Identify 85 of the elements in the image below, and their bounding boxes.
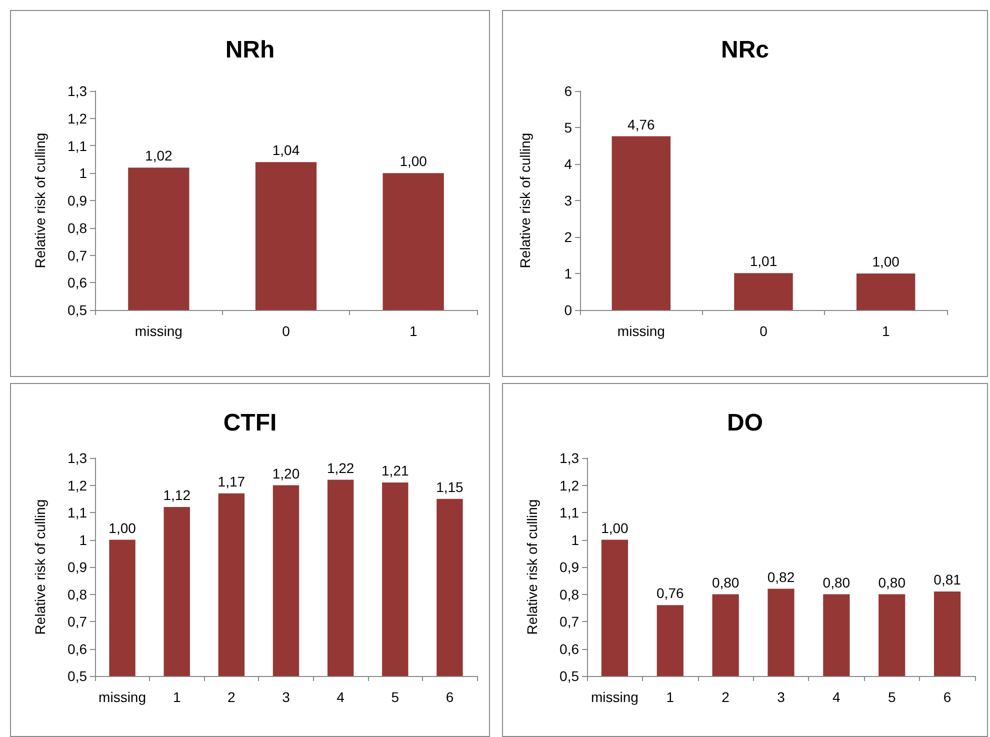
data-label: 1,00 — [400, 153, 428, 170]
y-tick-label: 1,3 — [68, 450, 88, 466]
y-tick-label: 1 — [79, 532, 88, 548]
chart-title: NRh — [225, 36, 275, 64]
y-tick-label: 0,8 — [68, 220, 88, 236]
y-tick-label: 0,8 — [68, 586, 88, 602]
y-tick-label: 1,2 — [68, 110, 88, 126]
y-tick-label: 2 — [564, 229, 572, 245]
x-tick-label: 1 — [666, 689, 674, 705]
y-tick-label: 0,7 — [560, 614, 580, 630]
data-label: 1,22 — [326, 460, 354, 476]
data-label: 1,15 — [436, 478, 464, 495]
y-axis-title: Relative risk of culling — [517, 132, 533, 268]
x-tick-label: 1 — [882, 323, 890, 339]
x-tick-label: missing — [590, 689, 638, 705]
data-label: 1,12 — [163, 487, 191, 504]
bar — [734, 273, 793, 310]
data-label: 1,20 — [272, 465, 300, 482]
y-tick-label: 1,3 — [560, 450, 580, 466]
x-tick-label: 6 — [446, 689, 454, 705]
data-label: 1,00 — [872, 254, 900, 270]
y-tick-label: 0,7 — [68, 247, 88, 264]
y-tick-label: 0,5 — [68, 302, 88, 318]
y-tick-label: 4 — [564, 156, 572, 172]
x-tick-label: 2 — [722, 689, 730, 705]
y-axis-title: Relative risk of culling — [32, 499, 48, 635]
data-label: 1,02 — [145, 148, 173, 164]
x-tick-label: 5 — [391, 689, 400, 705]
y-tick-label: 1 — [564, 266, 572, 282]
data-label: 1,00 — [601, 520, 629, 536]
bar — [612, 136, 671, 310]
x-tick-label: missing — [134, 323, 182, 339]
x-tick-label: 0 — [760, 323, 768, 339]
data-label: 0,80 — [878, 574, 906, 590]
data-label: 0,76 — [656, 585, 684, 602]
x-tick-label: 5 — [888, 689, 896, 705]
y-tick-label: 5 — [564, 120, 572, 136]
y-axis-title: Relative risk of culling — [524, 499, 540, 635]
y-tick-label: 0,9 — [560, 559, 580, 575]
chart-title: NRc — [720, 36, 770, 64]
y-tick-label: 0,7 — [68, 614, 88, 630]
chart-title: CTFI — [223, 410, 277, 436]
data-label: 1,01 — [750, 253, 778, 270]
y-tick-label: 1,1 — [560, 504, 580, 520]
data-label: 0,81 — [934, 572, 962, 588]
x-tick-label: missing — [98, 689, 146, 705]
y-axis-title: Relative risk of culling — [32, 132, 48, 268]
x-tick-label: 3 — [282, 689, 290, 705]
y-tick-label: 0,6 — [68, 274, 88, 291]
data-label: 1,17 — [218, 473, 246, 490]
y-tick-label: 1,3 — [68, 83, 88, 99]
y-tick-label: 6 — [564, 83, 572, 99]
data-label: 0,82 — [767, 568, 795, 585]
y-tick-label: 1 — [79, 165, 88, 182]
bar — [856, 274, 916, 310]
y-tick-label: 0,6 — [68, 640, 88, 657]
y-tick-label: 3 — [564, 192, 572, 208]
data-label: 1,04 — [272, 142, 300, 158]
y-tick-label: 1,2 — [68, 477, 88, 494]
x-tick-label: 1 — [409, 323, 418, 339]
x-tick-label: 4 — [336, 689, 345, 705]
y-tick-label: 1,2 — [560, 477, 580, 494]
data-label: 0,80 — [822, 574, 850, 590]
y-tick-label: 0,5 — [68, 668, 88, 684]
x-tick-label: 3 — [777, 689, 786, 705]
chart-title: DO — [727, 410, 763, 436]
data-label: 4,76 — [628, 116, 656, 132]
x-tick-label: 2 — [228, 689, 236, 705]
y-tick-label: 0,9 — [68, 192, 88, 208]
y-tick-label: 0,9 — [68, 559, 88, 575]
x-tick-label: 6 — [943, 689, 952, 705]
x-tick-label: missing — [617, 323, 665, 339]
y-tick-label: 1 — [571, 532, 580, 548]
x-tick-label: 1 — [172, 689, 181, 705]
data-label: 1,00 — [108, 520, 136, 536]
data-label: 0,80 — [712, 574, 740, 590]
y-tick-label: 0 — [564, 302, 572, 318]
data-label: 1,21 — [382, 462, 409, 479]
x-tick-label: 4 — [832, 689, 841, 705]
y-tick-label: 0,8 — [560, 586, 580, 602]
y-tick-label: 1,1 — [68, 138, 88, 154]
x-tick-label: 0 — [282, 323, 290, 339]
y-tick-label: 0,5 — [560, 668, 580, 684]
y-tick-label: 1,1 — [68, 504, 88, 520]
y-tick-label: 0,6 — [560, 640, 580, 657]
